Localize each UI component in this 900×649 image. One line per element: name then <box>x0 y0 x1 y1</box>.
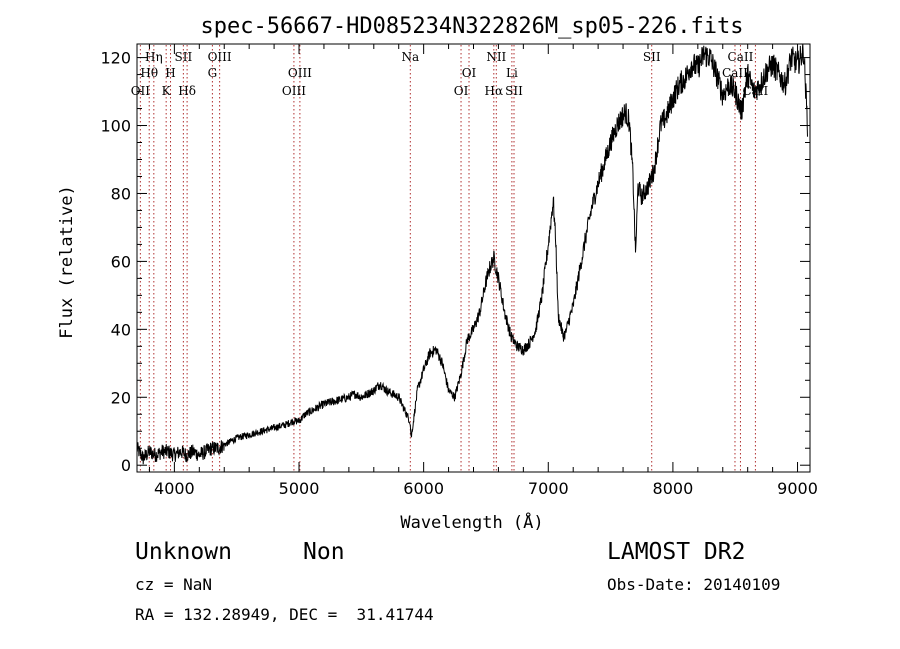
marker-label-17: SII <box>505 84 523 98</box>
marker-label-4: H <box>165 66 175 80</box>
marker-label-20: CaII <box>722 66 748 80</box>
y-tick-label-5: 100 <box>100 117 131 136</box>
marker-label-9: OIII <box>288 66 312 80</box>
observation-date: Obs-Date: 20140109 <box>607 575 781 594</box>
marker-label-15: Hα <box>485 84 504 98</box>
x-tick-label-5: 9000 <box>777 479 818 498</box>
y-tick-label-3: 60 <box>111 252 131 271</box>
spectrum-line <box>136 43 808 465</box>
x-tick-label-2: 6000 <box>403 479 444 498</box>
x-tick-label-1: 5000 <box>279 479 320 498</box>
axes: 4000 5000 6000 7000 8000 9000 0 20 40 60 80 100 120 <box>100 43 818 498</box>
marker-label-2: OII <box>131 84 151 98</box>
y-tick-label-0: 0 <box>121 456 131 475</box>
y-tick-label-1: 20 <box>111 388 131 407</box>
marker-label-7: OIII <box>208 50 232 64</box>
plot-frame <box>136 43 811 473</box>
x-tick-label-0: 4000 <box>154 479 195 498</box>
marker-label-11: Na <box>401 50 419 64</box>
marker-label-3: SII <box>175 50 193 64</box>
y-tick-label-2: 40 <box>111 320 131 339</box>
object-subclass: Non <box>303 539 345 565</box>
marker-label-14: NII <box>486 50 506 64</box>
marker-label-5: K <box>162 84 172 98</box>
marker-label-12: OI <box>462 66 477 80</box>
x-axis-label: Wavelength (Å) <box>400 511 543 533</box>
y-axis-label: Flux (relative) <box>57 185 77 339</box>
marker-label-6: Hδ <box>178 84 196 98</box>
x-tick-label-4: 8000 <box>653 479 694 498</box>
marker-label-1: Hθ <box>140 66 158 80</box>
object-class: Unknown <box>135 539 232 565</box>
x-tick-label-3: 7000 <box>528 479 569 498</box>
survey-name: LAMOST DR2 <box>607 539 746 565</box>
marker-label-16: Li <box>506 66 518 80</box>
redshift-value: cz = NaN <box>135 575 213 594</box>
chart-title: spec-56667-HD085234N322826M_sp05-226.fit… <box>200 14 743 39</box>
coordinates: RA = 132.28949, DEC = 31.41744 <box>135 605 434 624</box>
marker-label-13: OI <box>454 84 469 98</box>
y-tick-label-6: 120 <box>100 49 131 68</box>
marker-label-10: OIII <box>282 84 306 98</box>
y-tick-label-4: 80 <box>111 184 131 203</box>
marker-label-0: Hη <box>145 50 163 64</box>
marker-label-8: G <box>208 66 218 80</box>
marker-label-19: CaII <box>728 50 754 64</box>
marker-label-18: SII <box>643 50 661 64</box>
